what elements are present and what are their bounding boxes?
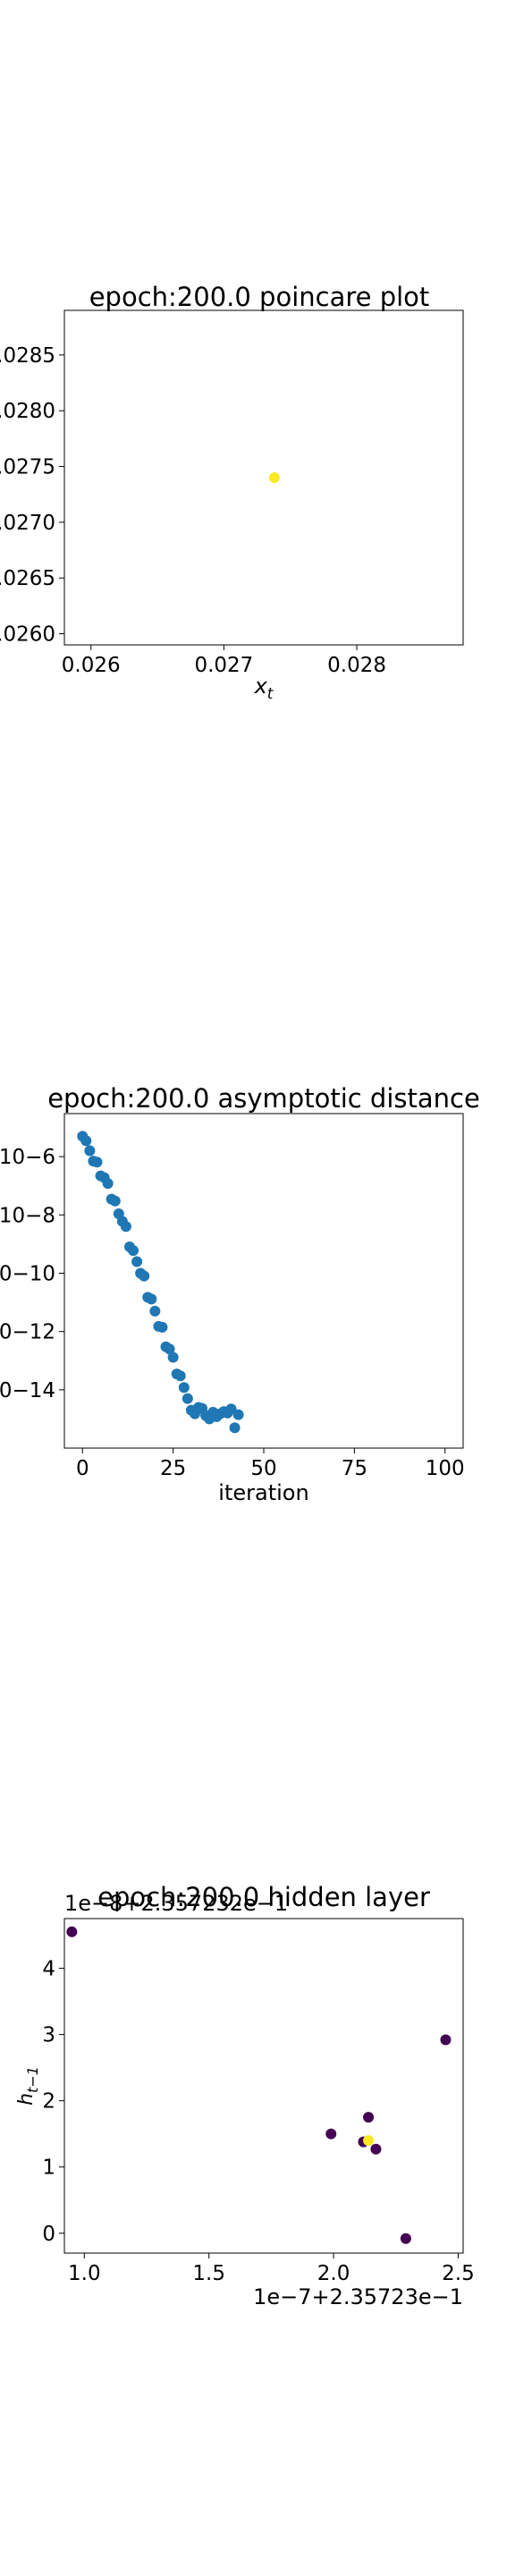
x-tick-label: 100 [426,1457,465,1480]
data-point [268,472,280,483]
data-point [131,1256,143,1267]
chart-title: epoch:200.0 poincare plot [89,282,430,312]
y-tick-label: 4 [42,1958,55,1981]
data-point [128,1245,139,1257]
axis-ticks: 1.0 1.5 2.0 2.5 0 1 2 3 4 [42,1958,474,2285]
asymptotic-distance-plot: epoch:200.0 asymptotic distance 0 25 50 75 1… [0,1083,480,1503]
data-point [178,1382,190,1394]
x-offset-label: 1e−7+2.35723e−1 [253,2284,463,2308]
data-point [164,1343,175,1355]
data-point [225,1403,237,1415]
data-point [370,2143,382,2155]
plot-frame [63,1918,464,2254]
data-point [66,1926,78,1937]
y-axis-label: ht−1 [15,2066,41,2106]
data-point [174,1370,186,1382]
x-tick-label: 25 [160,1457,186,1480]
x-tick-label: 0.027 [194,654,253,677]
data-point [363,2112,375,2123]
data-point [149,1305,161,1317]
y-tick-label: 3 [42,2024,55,2047]
data-point [363,2135,375,2147]
data-point [109,1195,121,1207]
x-tick-label: 50 [250,1457,276,1480]
data-points [66,1926,452,2244]
data-point [229,1422,241,1434]
y-tick-label: 10−10 [0,1262,55,1285]
data-point [182,1393,193,1404]
y-tick-label: 0.0260 [0,623,55,647]
data-point [102,1178,114,1190]
y-tick-label: 10−6 [0,1146,55,1169]
data-point [167,1352,179,1363]
x-tick-label: 2.5 [442,2262,475,2285]
x-axis-label: iteration [218,1480,308,1503]
plot-frame [63,309,464,646]
chart-title: epoch:200.0 asymptotic distance [47,1083,480,1114]
data-point [146,1293,157,1305]
hidden-layer-plot: 1e−8+2.357232e−1 epoch:200.0 hidden laye… [15,1882,475,2308]
x-tick-label: 0 [76,1457,89,1480]
x-tick-label: 1.0 [68,2262,101,2285]
data-point [440,2034,452,2046]
y-tick-label: 10−12 [0,1321,55,1344]
data-point [156,1321,168,1333]
axis-ticks: 0 25 50 75 100 10−6 10−8 10−10 10−12 10−14 [0,1146,465,1480]
y-offset-label: 1e−8+2.357232e−1 [64,1891,288,1916]
y-tick-label: 1 [42,2157,55,2180]
poincare-plot: epoch:200.0 poincare plot 0.026 0.027 0.02… [0,282,464,703]
plot-frame [63,1113,464,1449]
chart-title: epoch:200.0 hidden layer [97,1882,430,1912]
data-point [80,1135,92,1147]
data-point [91,1157,103,1168]
x-tick-label: 0.028 [327,654,386,677]
y-tick-label: 0 [42,2223,55,2246]
data-point [232,1409,244,1420]
y-tick-label: 0.0270 [0,512,55,535]
y-tick-label: 0.0285 [0,344,55,368]
data-point [400,2233,411,2244]
y-tick-label: 10−14 [0,1379,55,1402]
axis-ticks: 0.026 0.027 0.028 0.0260 0.0265 0.0270 0.0275 0… [0,344,386,677]
y-tick-label: 2 [42,2090,55,2114]
data-point [84,1145,96,1157]
y-tick-label: 0.0265 [0,567,55,590]
y-tick-label: 0.0275 [0,456,55,479]
x-tick-label: 0.026 [62,654,121,677]
x-tick-label: 1.5 [192,2262,225,2285]
y-tick-label: 0.0280 [0,400,55,423]
x-tick-label: 2.0 [317,2262,350,2285]
data-point [139,1270,150,1282]
data-point [120,1221,131,1233]
x-axis-label: xt [254,674,274,703]
data-points [77,1131,244,1434]
y-tick-label: 10−8 [0,1204,55,1227]
data-points [268,472,280,483]
data-point [325,2128,337,2140]
x-tick-label: 75 [342,1457,367,1480]
